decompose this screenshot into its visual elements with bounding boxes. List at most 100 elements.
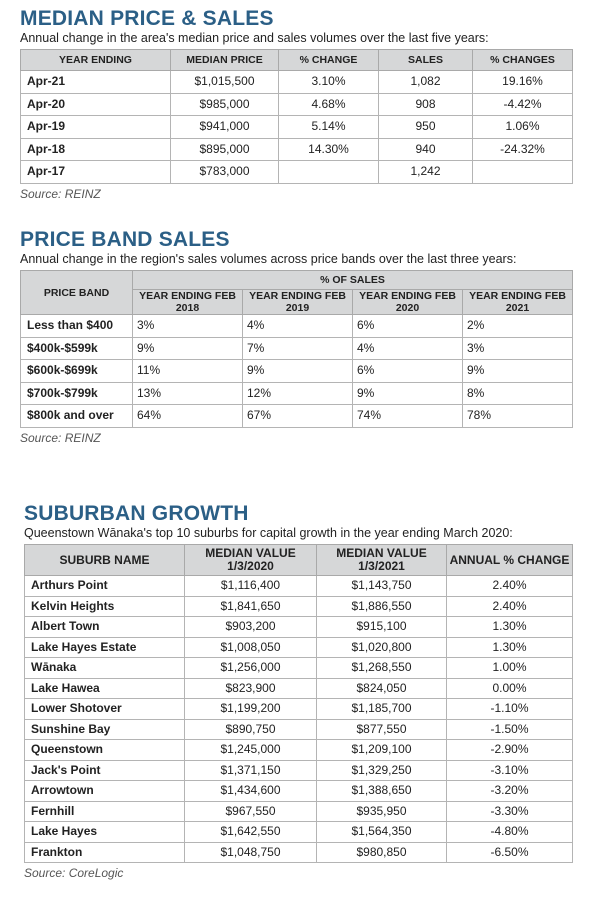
price-band-sales-subtitle: Annual change in the region's sales volu… xyxy=(20,252,517,266)
table-row: $400k-$599k 9% 7% 4% 3% xyxy=(20,336,574,360)
table-cell: 12% xyxy=(242,381,353,405)
table-cell: 9% xyxy=(242,359,353,383)
table-cell: 2.40% xyxy=(446,595,573,617)
column-header: YEAR ENDING FEB 2020 xyxy=(352,289,463,315)
table-cell: 950 xyxy=(378,115,473,139)
table-cell: 64% xyxy=(132,404,243,428)
table-row: Lake Hayes $1,642,550 $1,564,350 -4.80% xyxy=(24,821,573,843)
row-label-cell: Less than $400 xyxy=(20,314,133,338)
row-label-cell: Arrowtown xyxy=(24,780,185,802)
table-row: $700k-$799k 13% 12% 9% 8% xyxy=(20,381,574,405)
table-header-row: YEAR ENDING MEDIAN PRICE % CHANGE SALES … xyxy=(20,49,573,71)
row-label-cell: Fernhill xyxy=(24,800,185,822)
table-cell: $1,268,550 xyxy=(316,657,447,679)
row-label-cell: Lower Shotover xyxy=(24,698,185,720)
table-cell: -1.10% xyxy=(446,698,573,720)
table-cell: -6.50% xyxy=(446,841,573,863)
table-cell: -2.90% xyxy=(446,739,573,761)
table-row: Sunshine Bay $890,750 $877,550 -1.50% xyxy=(24,718,573,740)
price-band-sales-title: PRICE BAND SALES xyxy=(20,228,230,251)
table-cell: $1,642,550 xyxy=(184,821,317,843)
column-header: ANNUAL % CHANGE xyxy=(446,544,573,576)
table-cell: $823,900 xyxy=(184,677,317,699)
table-cell: 2.40% xyxy=(446,575,573,597)
table-cell: $915,100 xyxy=(316,616,447,638)
table-row: Wānaka $1,256,000 $1,268,550 1.00% xyxy=(24,657,573,679)
table-cell: -24.32% xyxy=(472,137,573,161)
median-price-sales-subtitle: Annual change in the area's median price… xyxy=(20,31,489,45)
table-cell: 940 xyxy=(378,137,473,161)
source-note: Source: REINZ xyxy=(20,186,101,201)
table-cell: 6% xyxy=(352,359,463,383)
table-cell: $1,185,700 xyxy=(316,698,447,720)
table-cell: 14.30% xyxy=(278,137,379,161)
table-cell: 67% xyxy=(242,404,353,428)
table-row: Fernhill $967,550 $935,950 -3.30% xyxy=(24,800,573,822)
median-price-sales-table: YEAR ENDING MEDIAN PRICE % CHANGE SALES … xyxy=(20,49,573,184)
table-cell: 3% xyxy=(132,314,243,338)
table-row: Apr-19 $941,000 5.14% 950 1.06% xyxy=(20,115,573,139)
table-cell: 6% xyxy=(352,314,463,338)
median-price-sales-title: MEDIAN PRICE & SALES xyxy=(20,7,274,30)
table-cell: $824,050 xyxy=(316,677,447,699)
table-cell: 4% xyxy=(242,314,353,338)
column-header: % CHANGES xyxy=(472,49,573,71)
table-row: Jack's Point $1,371,150 $1,329,250 -3.10% xyxy=(24,759,573,781)
table-cell: $890,750 xyxy=(184,718,317,740)
table-cell: 2% xyxy=(461,314,574,338)
column-header: % CHANGE xyxy=(278,49,379,71)
table-row: Lake Hayes Estate $1,008,050 $1,020,800 1.3… xyxy=(24,636,573,658)
table-cell: $1,388,650 xyxy=(316,780,447,802)
table-cell: $903,200 xyxy=(184,616,317,638)
table-cell: 78% xyxy=(461,404,574,428)
source-note: Source: CoreLogic xyxy=(24,866,124,880)
table-row: $600k-$699k 11% 9% 6% 9% xyxy=(20,359,574,383)
table-cell: $1,143,750 xyxy=(316,575,447,597)
price-band-sales-section: PRICE BAND SALES Annual change in the re… xyxy=(20,228,574,445)
table-row: Apr-20 $985,000 4.68% 908 -4.42% xyxy=(20,92,573,116)
table-cell: $980,850 xyxy=(316,841,447,863)
row-label-cell: Apr-17 xyxy=(20,160,171,184)
table-cell: 9% xyxy=(132,336,243,360)
column-header: YEAR ENDING FEB 2021 xyxy=(461,289,574,315)
suburban-growth-subtitle: Queenstown Wānaka's top 10 suburbs for c… xyxy=(24,526,513,540)
table-cell: $1,015,500 xyxy=(170,70,279,94)
table-cell: -1.50% xyxy=(446,718,573,740)
row-label-cell: Kelvin Heights xyxy=(24,595,185,617)
table-row: Lake Hawea $823,900 $824,050 0.00% xyxy=(24,677,573,699)
table-row: Less than $400 3% 4% 6% 2% xyxy=(20,314,574,338)
table-cell: $1,841,650 xyxy=(184,595,317,617)
table-cell: -3.30% xyxy=(446,800,573,822)
row-label-cell: Apr-19 xyxy=(20,115,171,139)
table-header-row: PRICE BAND % OF SALES xyxy=(20,270,574,315)
row-label-cell: Lake Hawea xyxy=(24,677,185,699)
table-cell: 3.10% xyxy=(278,70,379,94)
row-label-cell: $800k and over xyxy=(20,404,133,428)
table-cell: 7% xyxy=(242,336,353,360)
table-cell: $877,550 xyxy=(316,718,447,740)
column-header: YEAR ENDING FEB 2018 xyxy=(132,289,243,315)
table-row: Albert Town $903,200 $915,100 1.30% xyxy=(24,616,573,638)
table-cell: 1,242 xyxy=(378,160,473,184)
table-cell: $1,564,350 xyxy=(316,821,447,843)
table-row: Apr-21 $1,015,500 3.10% 1,082 19.16% xyxy=(20,70,573,94)
table-cell: $1,886,550 xyxy=(316,595,447,617)
table-row: Arrowtown $1,434,600 $1,388,650 -3.20% xyxy=(24,780,573,802)
table-cell: $1,199,200 xyxy=(184,698,317,720)
table-row: Apr-17 $783,000 1,242 xyxy=(20,160,573,184)
table-cell: 13% xyxy=(132,381,243,405)
table-cell: -4.42% xyxy=(472,92,573,116)
table-row: Frankton $1,048,750 $980,850 -6.50% xyxy=(24,841,573,863)
source-note: Source: REINZ xyxy=(20,430,101,445)
table-cell: -3.10% xyxy=(446,759,573,781)
column-header: MEDIAN VALUE 1/3/2020 xyxy=(184,544,317,576)
column-header: MEDIAN PRICE xyxy=(170,49,279,71)
table-row: Queenstown $1,245,000 $1,209,100 -2.90% xyxy=(24,739,573,761)
table-cell: 11% xyxy=(132,359,243,383)
table-cell: 9% xyxy=(461,359,574,383)
table-cell: 1.30% xyxy=(446,616,573,638)
row-label-cell: Queenstown xyxy=(24,739,185,761)
table-cell: 0.00% xyxy=(446,677,573,699)
column-header: SUBURB NAME xyxy=(24,544,185,576)
row-label-cell: Albert Town xyxy=(24,616,185,638)
